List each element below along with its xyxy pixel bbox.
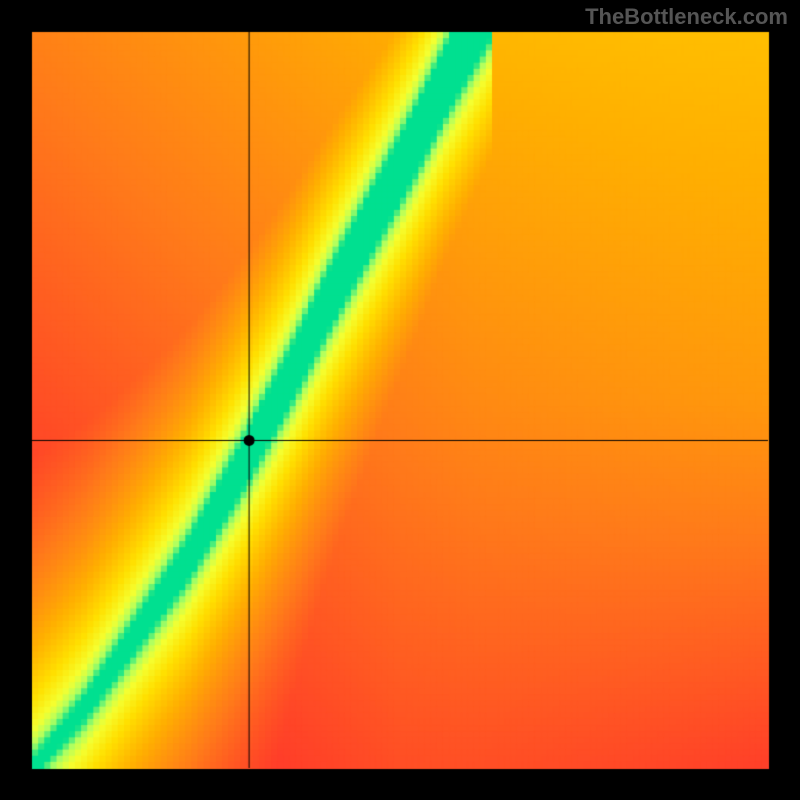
chart-container: TheBottleneck.com xyxy=(0,0,800,800)
heatmap-canvas xyxy=(0,0,800,800)
watermark-text: TheBottleneck.com xyxy=(585,4,788,30)
